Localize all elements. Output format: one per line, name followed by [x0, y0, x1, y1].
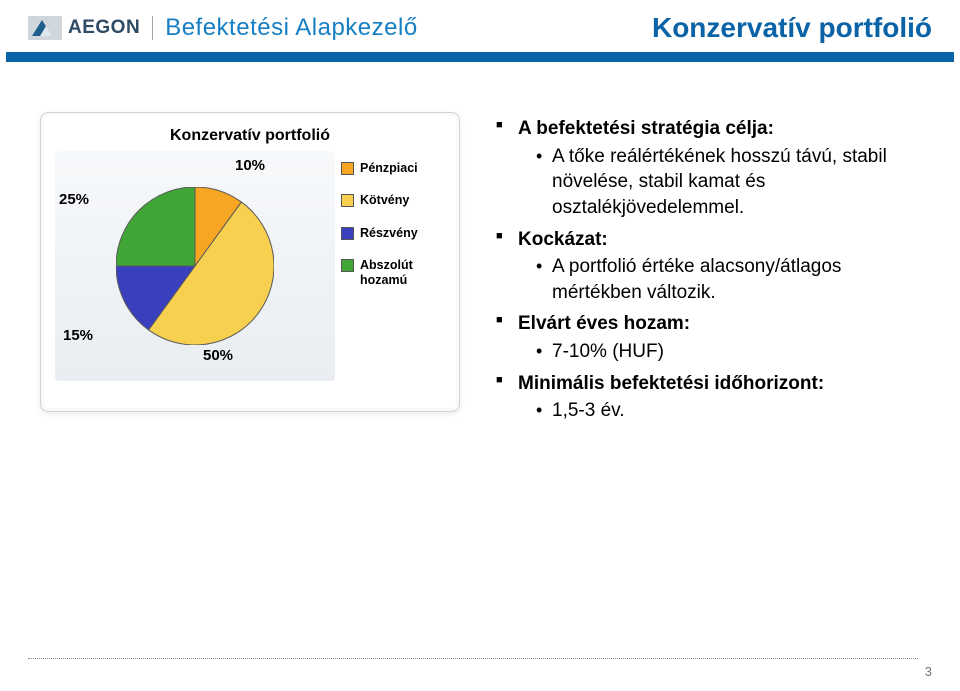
legend-label: Kötvény [360, 193, 409, 207]
bullet-item: Elvárt éves hozam: 7-10% (HUF) [496, 311, 920, 364]
pie-pct-label: 10% [235, 157, 265, 174]
bullet-sub: A portfolió értéke alacsony/átlagos mért… [536, 254, 920, 305]
legend-item: Kötvény [341, 193, 445, 207]
legend-swatch [341, 194, 354, 207]
pie-container: 10% 50% 15% 25% [55, 151, 335, 381]
legend-label: Abszolút hozamú [360, 258, 445, 287]
brand-name: AEGON [68, 17, 140, 39]
legend-item: Abszolút hozamú [341, 258, 445, 287]
bullet-head: A befektetési stratégia célja: [518, 118, 774, 139]
legend-swatch [341, 259, 354, 272]
legend-item: Részvény [341, 226, 445, 240]
pie-pct-label: 15% [63, 327, 93, 344]
bullet-item: A befektetési stratégia célja: A tőke reá… [496, 116, 920, 221]
brand-logo: AEGON [28, 16, 153, 40]
bullet-sub: 7-10% (HUF) [536, 339, 920, 365]
pie-pct-label: 25% [59, 191, 89, 208]
logo-block: AEGON Befektetési Alapkezelő [28, 14, 418, 42]
chart-title: Konzervatív portfolió [55, 127, 445, 145]
bullet-item: Kockázat: A portfolió értéke alacsony/átl… [496, 227, 920, 306]
legend-label: Részvény [360, 226, 418, 240]
chart-legend: Pénzpiaci Kötvény Részvény Abszolút hozamú [341, 151, 445, 381]
aegon-mark-icon [28, 16, 62, 40]
footer-rule [28, 658, 918, 659]
brand-subtitle: Befektetési Alapkezelő [165, 14, 418, 42]
pie-chart-panel: Konzervatív portfolió 10% 50% 15% 25% Pénzp… [40, 112, 460, 412]
page-title: Konzervatív portfolió [652, 12, 932, 44]
chart-body: 10% 50% 15% 25% Pénzpiaci Kötvény Részvény Abs… [55, 151, 445, 381]
legend-item: Pénzpiaci [341, 161, 445, 175]
bullet-sub: 1,5-3 év. [536, 398, 920, 424]
pie-pct-label: 50% [203, 347, 233, 364]
legend-swatch [341, 227, 354, 240]
bullet-head: Elvárt éves hozam: [518, 313, 690, 334]
description-panel: A befektetési stratégia célja: A tőke reá… [490, 112, 920, 430]
pie-chart [116, 187, 274, 345]
content: Konzervatív portfolió 10% 50% 15% 25% Pénzp… [0, 62, 960, 450]
bullet-item: Minimális befektetési időhorizont: 1,5-3 … [496, 371, 920, 424]
bullet-sub: A tőke reálértékének hosszú távú, stabil… [536, 144, 920, 221]
legend-label: Pénzpiaci [360, 161, 418, 175]
bullet-head: Minimális befektetési időhorizont: [518, 373, 824, 394]
header-rule [6, 52, 954, 62]
header: AEGON Befektetési Alapkezelő Konzervatív… [0, 0, 960, 52]
page-number: 3 [925, 664, 932, 679]
bullet-head: Kockázat: [518, 229, 608, 250]
pie-slice [116, 187, 195, 266]
legend-swatch [341, 162, 354, 175]
